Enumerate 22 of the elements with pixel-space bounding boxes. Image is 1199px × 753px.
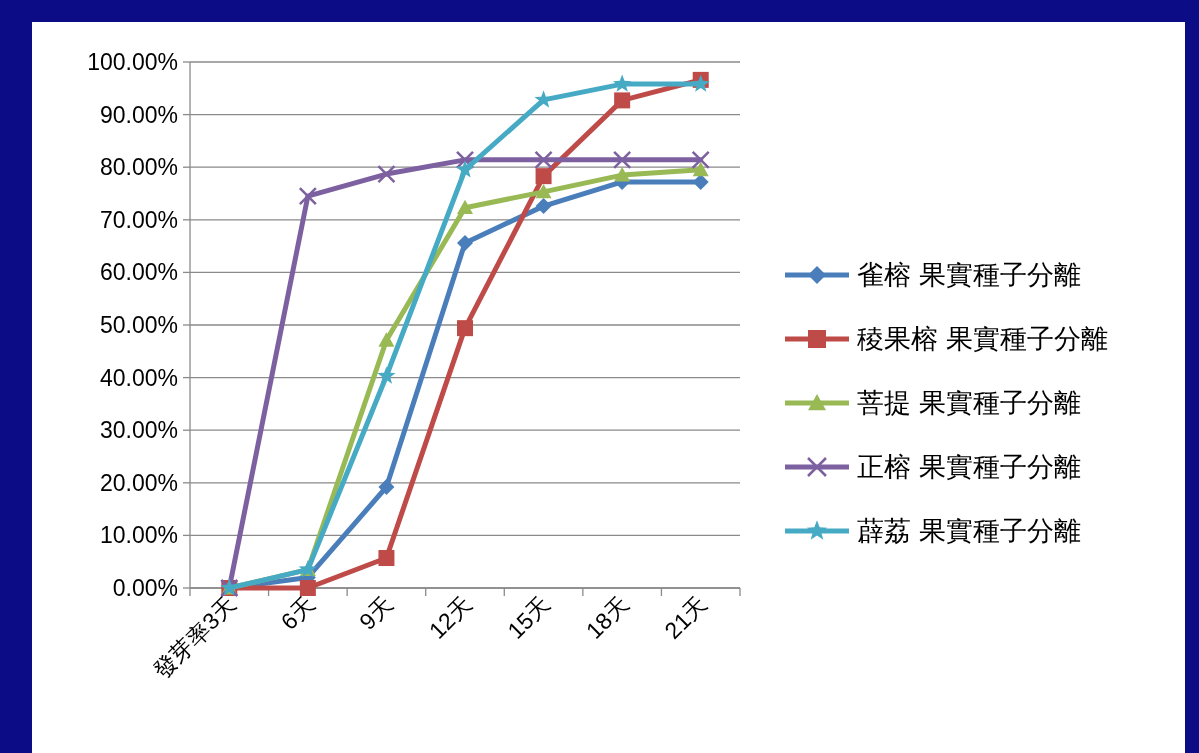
x-tick-label: 6天 — [275, 591, 320, 635]
legend-label: 雀榕 果實種子分離 — [857, 260, 1081, 290]
y-tick-label: 80.00% — [99, 154, 178, 181]
legend-label: 正榕 果實種子分離 — [857, 452, 1081, 482]
legend-label: 薜荔 果實種子分離 — [857, 516, 1081, 546]
x-tick-label: 18天 — [580, 591, 634, 644]
y-tick-label: 10.00% — [99, 522, 178, 549]
y-tick-label: 70.00% — [99, 206, 178, 233]
x-tick-label: 21天 — [659, 591, 713, 644]
y-tick-label: 0.00% — [112, 575, 178, 601]
y-tick-label: 30.00% — [99, 417, 178, 444]
x-tick-label: 12天 — [423, 591, 477, 644]
y-tick-label: 20.00% — [99, 469, 178, 496]
legend-label: 菩提 果實種子分離 — [857, 388, 1081, 418]
x-tick-label: 15天 — [502, 591, 556, 644]
y-tick-label: 50.00% — [99, 312, 178, 338]
y-tick-label: 60.00% — [99, 259, 178, 286]
legend-label: 稜果榕 果實種子分離 — [857, 324, 1108, 354]
y-tick-label: 100.00% — [87, 49, 178, 75]
y-tick-label: 40.00% — [99, 364, 178, 391]
y-tick-label: 90.00% — [99, 101, 178, 128]
x-tick-label: 9天 — [354, 591, 398, 635]
